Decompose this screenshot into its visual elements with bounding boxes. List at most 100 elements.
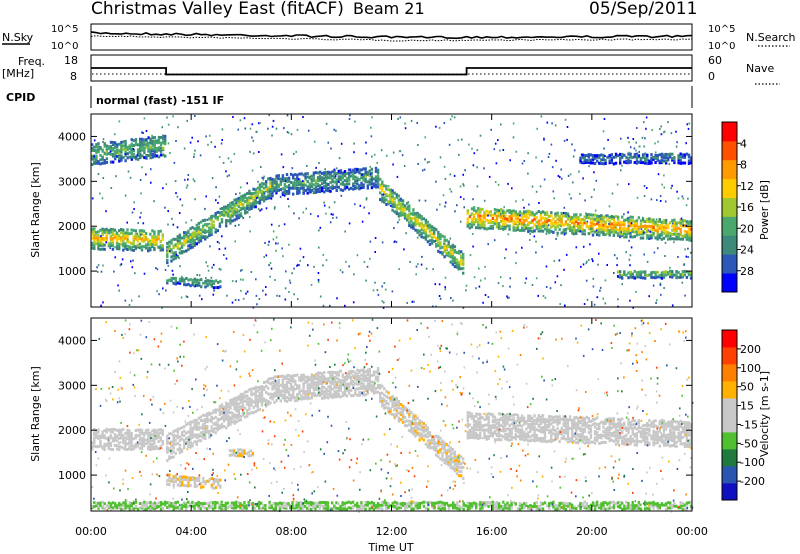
data-cell xyxy=(327,389,330,393)
data-cell xyxy=(225,224,228,228)
data-cell xyxy=(646,236,649,240)
noise-cell xyxy=(439,203,441,206)
data-cell xyxy=(481,218,484,222)
data-cell xyxy=(189,427,192,431)
noise-cell xyxy=(284,179,287,182)
noise-cell xyxy=(277,242,279,245)
data-cell xyxy=(118,428,121,432)
noise-cell xyxy=(659,128,661,130)
data-cell xyxy=(262,397,266,401)
data-cell xyxy=(477,425,480,429)
data-cell xyxy=(235,404,238,408)
data-cell xyxy=(552,217,555,221)
noise-cell xyxy=(607,138,609,141)
data-cell xyxy=(593,430,597,433)
data-cell xyxy=(525,224,528,228)
data-cell xyxy=(520,435,524,439)
noise-cell xyxy=(100,235,102,238)
noise-cell xyxy=(114,256,116,259)
data-cell xyxy=(201,419,205,423)
data-cell xyxy=(491,413,495,417)
data-cell xyxy=(433,447,436,451)
data-cell xyxy=(608,220,611,224)
noise-cell xyxy=(223,254,225,256)
data-cell xyxy=(527,414,530,418)
data-cell xyxy=(395,212,398,216)
data-cell xyxy=(323,179,326,183)
noise-cell xyxy=(175,253,178,256)
data-cell xyxy=(541,428,545,432)
noise-cell xyxy=(617,298,619,301)
data-cell xyxy=(231,201,234,204)
data-cell xyxy=(689,276,693,280)
data-cell xyxy=(439,436,442,440)
data-cell xyxy=(689,231,693,235)
data-cell xyxy=(418,427,421,431)
data-cell xyxy=(199,228,203,232)
data-cell xyxy=(527,439,530,443)
data-cell xyxy=(151,143,154,147)
data-cell xyxy=(354,388,357,392)
noise-cell xyxy=(444,177,447,180)
data-cell xyxy=(500,214,503,218)
data-cell xyxy=(646,230,649,233)
data-cell xyxy=(289,375,293,379)
data-cell xyxy=(195,283,199,287)
noise-cell xyxy=(675,145,678,148)
data-cell xyxy=(149,442,152,446)
data-cell xyxy=(391,191,394,195)
data-cell xyxy=(93,444,96,448)
nave-label: Nave xyxy=(746,62,774,75)
data-cell xyxy=(193,433,196,437)
data-cell xyxy=(554,221,557,225)
data-cell xyxy=(265,380,268,384)
data-cell xyxy=(460,462,463,466)
data-cell xyxy=(493,222,497,226)
noise-cell xyxy=(272,238,275,241)
noise-cell xyxy=(535,251,537,254)
data-cell xyxy=(514,437,517,441)
noise-cell xyxy=(457,268,460,271)
data-cell xyxy=(327,189,330,193)
data-cell xyxy=(671,270,674,273)
noise-cell xyxy=(572,181,574,184)
noise-cell xyxy=(218,267,221,270)
noise-cell xyxy=(456,204,458,207)
data-cell xyxy=(612,234,616,237)
data-cell xyxy=(550,222,553,226)
data-cell xyxy=(391,395,394,398)
noise-cell xyxy=(194,198,196,201)
data-cell xyxy=(487,417,490,421)
data-cell xyxy=(443,444,446,448)
data-cell xyxy=(258,396,262,400)
data-cell xyxy=(554,225,557,229)
data-cell xyxy=(132,235,135,239)
noise-cell xyxy=(543,178,546,181)
data-cell xyxy=(385,184,388,188)
data-cell xyxy=(260,390,264,394)
data-cell xyxy=(391,205,394,209)
data-cell xyxy=(178,251,182,255)
data-cell xyxy=(527,423,530,426)
data-cell xyxy=(556,231,559,235)
data-cell xyxy=(566,426,570,430)
data-cell xyxy=(539,415,543,419)
data-cell xyxy=(623,227,626,230)
data-cell xyxy=(220,220,224,224)
data-cell xyxy=(99,442,102,445)
noise-cell xyxy=(145,173,147,176)
data-cell xyxy=(520,215,524,219)
data-cell xyxy=(397,203,401,207)
data-cell xyxy=(231,411,234,415)
data-cell xyxy=(260,388,264,391)
data-cell xyxy=(279,393,282,397)
noise-cell xyxy=(645,127,647,130)
noise-cell xyxy=(156,268,159,271)
noise-cell xyxy=(120,263,123,266)
data-cell xyxy=(664,270,668,274)
data-cell xyxy=(537,210,540,213)
noise-cell xyxy=(121,258,124,261)
data-cell xyxy=(248,192,251,195)
data-cell xyxy=(644,276,647,280)
data-cell xyxy=(518,212,522,216)
